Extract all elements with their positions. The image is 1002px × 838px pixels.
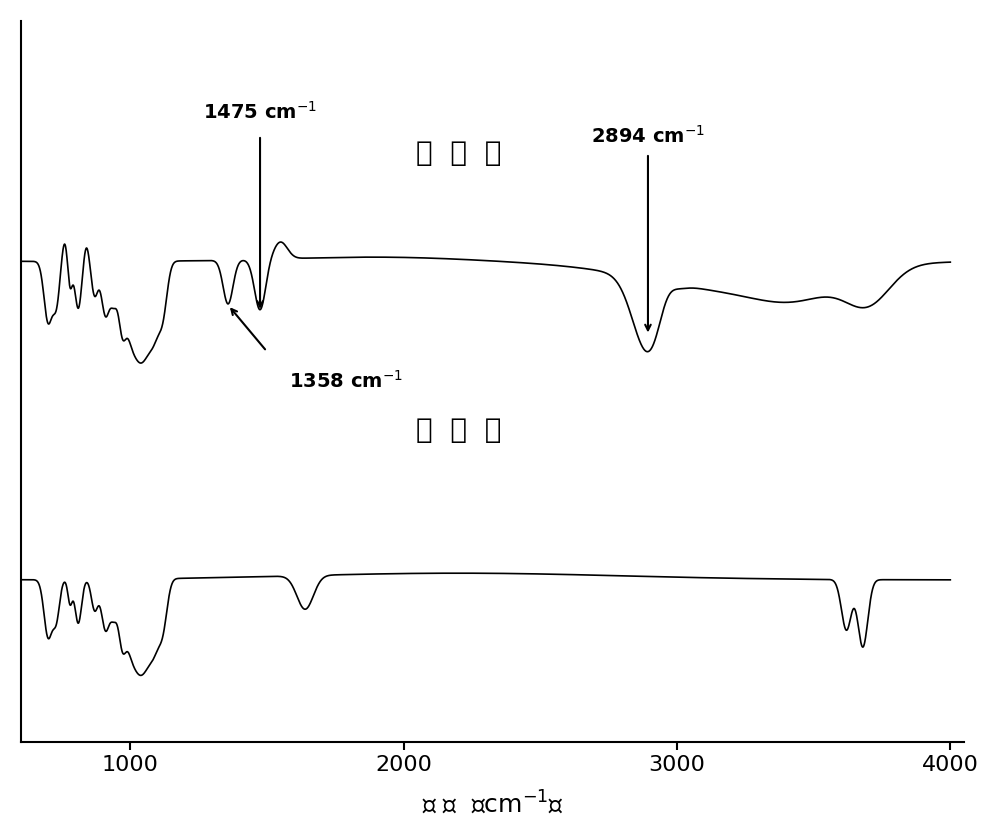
Text: 1358 cm$^{-1}$: 1358 cm$^{-1}$ [289, 370, 403, 391]
X-axis label: 波 数  （cm$^{-1}$）: 波 数 （cm$^{-1}$） [422, 789, 563, 817]
Text: 改  性  前: 改 性 前 [416, 416, 501, 443]
Text: 2894 cm$^{-1}$: 2894 cm$^{-1}$ [591, 125, 705, 147]
Text: 1475 cm$^{-1}$: 1475 cm$^{-1}$ [203, 101, 317, 123]
Text: 改  性  后: 改 性 后 [416, 139, 501, 167]
